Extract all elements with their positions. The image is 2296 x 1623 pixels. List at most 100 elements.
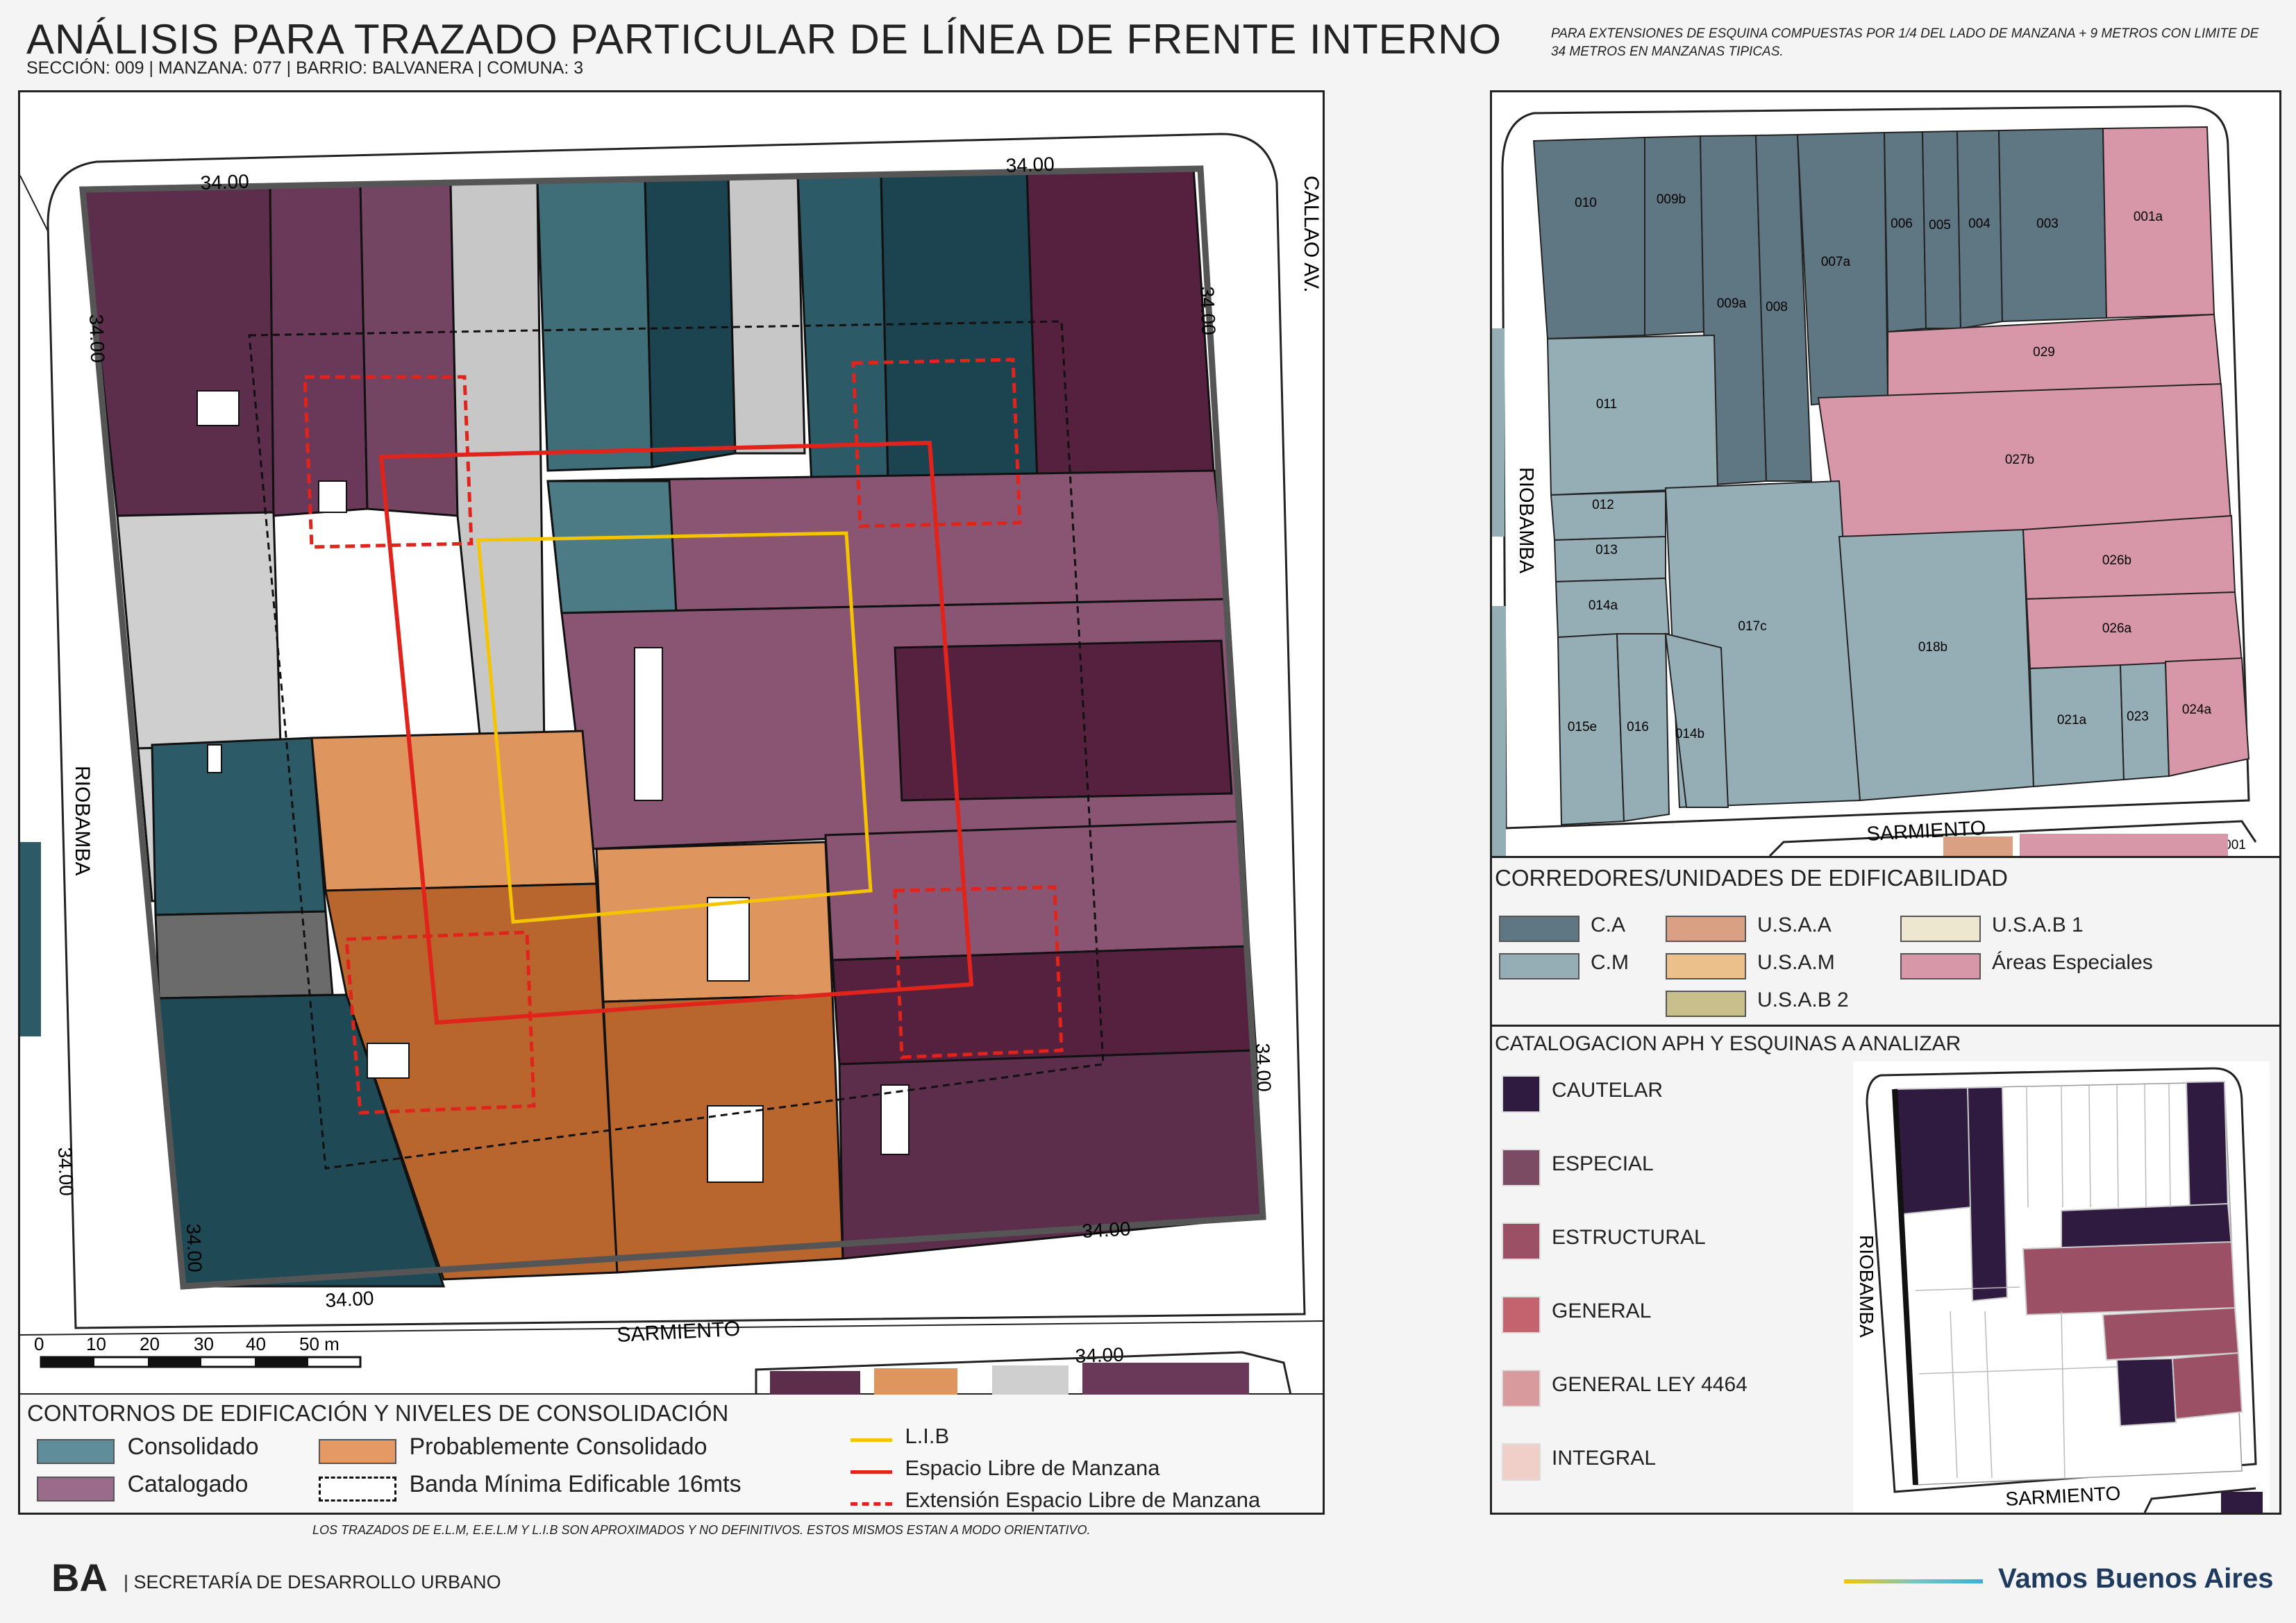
legend-label: L.I.B bbox=[905, 1424, 950, 1448]
mini-map-svg[interactable]: RIOBAMBA SARMIENTO bbox=[1853, 1061, 2270, 1513]
legend-label: Extensión Espacio Libre de Manzana bbox=[905, 1488, 1261, 1512]
corredores-legend: CORREDORES/UNIDADES DE EDIFICABILIDAD C.… bbox=[1492, 856, 2279, 1025]
legend-swatch bbox=[1900, 952, 1981, 979]
legend-label: U.S.A.A bbox=[1757, 914, 1832, 936]
parcel-label: 014b bbox=[1675, 727, 1704, 741]
legend-usab1: U.S.A.B 1 bbox=[1900, 914, 2084, 942]
main-map-panel: CALLAO AV. RIOBAMBA SARMIENTO 34.00 34.0… bbox=[18, 90, 1325, 1395]
legend-swatch bbox=[319, 1476, 396, 1502]
extension-note: PARA EXTENSIONES DE ESQUINA COMPUESTAS P… bbox=[1551, 26, 2259, 59]
legend-line-swatch bbox=[850, 1470, 892, 1474]
legend-swatch bbox=[319, 1438, 396, 1464]
legend-label: ESTRUCTURAL bbox=[1552, 1226, 1706, 1250]
parcel-label: 004 bbox=[1968, 217, 1991, 231]
legend-swatch bbox=[1666, 990, 1746, 1017]
legend-swatch bbox=[1502, 1149, 1541, 1186]
brand-slogan: Vamos Buenos Aires bbox=[1998, 1563, 2274, 1594]
legend-label: C.M bbox=[1591, 951, 1629, 974]
street-label-sarmiento: SARMIENTO bbox=[2005, 1482, 2121, 1510]
legend-lib: L.I.B bbox=[850, 1424, 949, 1449]
parcel-label: 010 bbox=[1575, 196, 1597, 210]
parcel-label: 012 bbox=[1592, 498, 1614, 512]
parcel-label: 001 bbox=[2224, 838, 2246, 852]
legend-elm: Espacio Libre de Manzana bbox=[850, 1456, 1160, 1481]
parcel-map[interactable]: 010 009b 009a 008 007a 006 005 004 003 001a 029 027… bbox=[1492, 92, 2279, 856]
legend-label: GENERAL bbox=[1552, 1300, 1652, 1323]
legend-line-swatch bbox=[850, 1502, 892, 1506]
parcel-label: 009a bbox=[1717, 296, 1747, 311]
org-name: | SECRETARÍA DE DESARROLLO URBANO bbox=[124, 1572, 501, 1592]
parcel-label: 027b bbox=[2005, 453, 2034, 467]
parcel-label: 018b bbox=[1918, 640, 1947, 655]
legend-usaa: U.S.A.A bbox=[1666, 914, 1832, 942]
legend-swatch bbox=[1502, 1370, 1541, 1407]
legend-eelm: Extensión Espacio Libre de Manzana bbox=[850, 1488, 1260, 1513]
legend-swatch bbox=[1666, 915, 1746, 942]
scale-tick: 10 bbox=[86, 1334, 106, 1354]
legend-label: Banda Mínima Edificable 16mts bbox=[409, 1471, 741, 1497]
parcel-label: 011 bbox=[1596, 397, 1617, 412]
street-label-callao: CALLAO AV. bbox=[1300, 176, 1323, 292]
scale-tick: 50 m bbox=[299, 1334, 340, 1354]
legend-label: GENERAL LEY 4464 bbox=[1552, 1373, 1748, 1397]
legend-label: Catalogado bbox=[127, 1471, 249, 1497]
legend-ca: C.A bbox=[1499, 914, 1625, 942]
legend-cautelar: CAUTELAR bbox=[1502, 1075, 1663, 1113]
parcel-label: 029 bbox=[2033, 345, 2055, 360]
scale-bar: 0 10 20 30 40 50 m bbox=[34, 1334, 362, 1368]
parcel-label: 003 bbox=[2036, 217, 2059, 231]
parcel-label: 015e bbox=[1568, 720, 1597, 734]
catalogacion-title: CATALOGACION APH Y ESQUINAS A ANALIZAR bbox=[1495, 1032, 1961, 1055]
legend-cm: C.M bbox=[1499, 951, 1629, 979]
ba-logo-icon: BA bbox=[51, 1556, 108, 1599]
street-label-riobamba: RIOBAMBA bbox=[1856, 1235, 1877, 1338]
scale-tick: 40 bbox=[246, 1334, 266, 1354]
legend-swatch bbox=[1502, 1443, 1541, 1481]
legend-label: Probablemente Consolidado bbox=[409, 1433, 707, 1460]
parcel-label: 026b bbox=[2102, 553, 2131, 568]
main-map[interactable]: CALLAO AV. RIOBAMBA SARMIENTO 34.00 34.0… bbox=[20, 92, 1323, 1395]
parcel-label: 009b bbox=[1657, 192, 1686, 207]
legend-general-ley: GENERAL LEY 4464 bbox=[1502, 1370, 1748, 1407]
legend-consolidado: Consolidado bbox=[37, 1433, 258, 1464]
block-parcels bbox=[81, 166, 1264, 1288]
parcel-label: 005 bbox=[1929, 218, 1951, 233]
parcel-label: 026a bbox=[2102, 621, 2132, 636]
dimension-label: 34.00 bbox=[1196, 286, 1219, 335]
catalogacion-legend: CATALOGACION APH Y ESQUINAS A ANALIZAR C… bbox=[1492, 1025, 2279, 1513]
parcel-label: 023 bbox=[2127, 709, 2149, 724]
parcel-map-panel: 010 009b 009a 008 007a 006 005 004 003 001a 029 027… bbox=[1492, 92, 2279, 856]
dimension-label: 34.00 bbox=[85, 314, 108, 363]
legend-label: C.A bbox=[1591, 914, 1626, 936]
legend-swatch bbox=[1666, 952, 1746, 979]
legend-swatch bbox=[1499, 952, 1579, 979]
legend-label: INTEGRAL bbox=[1552, 1447, 1657, 1470]
main-legend: CONTORNOS DE EDIFICACIÓN Y NIVELES DE CO… bbox=[20, 1395, 1323, 1513]
legend-swatch bbox=[37, 1438, 115, 1464]
legend-probablemente: Probablemente Consolidado bbox=[319, 1433, 707, 1464]
dimension-label: 34.00 bbox=[1005, 153, 1055, 176]
legend-swatch bbox=[1502, 1296, 1541, 1334]
legend-label: Consolidado bbox=[127, 1433, 259, 1460]
parcel-label: 006 bbox=[1891, 217, 1913, 231]
legend-usab2: U.S.A.B 2 bbox=[1666, 989, 1849, 1017]
legend-swatch bbox=[37, 1476, 115, 1502]
legend-swatch bbox=[1900, 915, 1981, 942]
legend-general: GENERAL bbox=[1502, 1296, 1651, 1334]
corredores-title: CORREDORES/UNIDADES DE EDIFICABILIDAD bbox=[1495, 865, 2008, 891]
parcel-label: 013 bbox=[1595, 543, 1618, 557]
scale-tick: 0 bbox=[34, 1334, 44, 1354]
legend-swatch bbox=[1499, 915, 1579, 942]
page-subtitle: SECCIÓN: 009 | MANZANA: 077 | BARRIO: BA… bbox=[26, 58, 584, 78]
dimension-label: 34.00 bbox=[200, 171, 249, 194]
legend-usam: U.S.A.M bbox=[1666, 951, 1835, 979]
legend-integral: INTEGRAL bbox=[1502, 1443, 1656, 1481]
parcel-label: 001a bbox=[2134, 210, 2163, 224]
disclaimer: LOS TRAZADOS DE E.L.M, E.E.L.M Y L.I.B S… bbox=[312, 1523, 1091, 1537]
dimension-label: 34.00 bbox=[325, 1287, 375, 1311]
parcel-label: 016 bbox=[1627, 720, 1649, 734]
svg-text:BA: BA bbox=[51, 1559, 108, 1594]
main-legend-title: CONTORNOS DE EDIFICACIÓN Y NIVELES DE CO… bbox=[27, 1400, 729, 1426]
parcel-label: 014a bbox=[1589, 598, 1618, 613]
scale-tick: 30 bbox=[194, 1334, 214, 1354]
